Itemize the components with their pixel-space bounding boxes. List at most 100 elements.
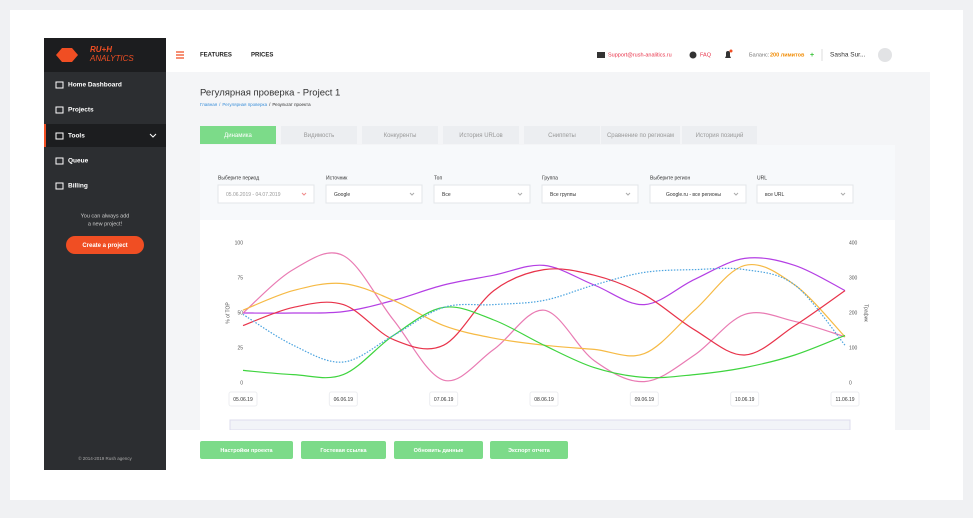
bell-dot xyxy=(729,49,733,53)
filter-value[interactable]: Google.ru - все регионы xyxy=(666,192,721,198)
logo-icon xyxy=(56,48,78,62)
x-tick-label: 08.06.19 xyxy=(534,397,554,403)
filter-input[interactable] xyxy=(325,184,423,204)
y-tick-label: 75 xyxy=(237,275,243,281)
faq-link[interactable]: FAQ xyxy=(700,52,712,58)
menu-icon xyxy=(55,106,64,114)
hint: You can always add xyxy=(81,213,130,219)
hint: a new project! xyxy=(88,221,123,227)
filter-value[interactable]: все URL xyxy=(765,192,784,198)
create-button[interactable] xyxy=(66,236,144,254)
balance-value: 200 лимитов xyxy=(770,52,805,58)
breadcrumb[interactable]: Главная xyxy=(200,102,218,107)
tab-label[interactable]: Сниппеты xyxy=(548,133,576,139)
action-button-label[interactable]: Гостевая ссылка xyxy=(320,448,367,454)
support-link[interactable]: Support@rush-analitics.ru xyxy=(608,52,672,58)
tab[interactable] xyxy=(281,126,357,144)
menu-item[interactable]: Projects xyxy=(68,107,94,114)
menu-icon xyxy=(55,132,64,140)
avatar[interactable] xyxy=(878,48,892,62)
bell-icon[interactable] xyxy=(725,51,731,58)
action-button-label[interactable]: Обновить данные xyxy=(414,447,464,454)
filter-value[interactable]: 05.06.2019 - 04.07.2019 xyxy=(226,192,281,198)
filter-input[interactable] xyxy=(217,184,315,204)
action-button[interactable] xyxy=(200,441,293,459)
mail-icon xyxy=(597,52,605,58)
filter-label: Выберите регион xyxy=(650,175,690,181)
tab[interactable] xyxy=(200,126,276,144)
x-tick-box xyxy=(529,391,559,407)
create-button-label[interactable]: Create a project xyxy=(82,243,127,249)
footer: © 2014-2019 Rush agency xyxy=(78,455,132,461)
balance-label: Баланс: xyxy=(749,52,770,58)
dropdown-arrow xyxy=(840,192,846,196)
filter-value[interactable]: Google xyxy=(334,192,350,198)
dropdown-arrow xyxy=(409,192,415,196)
tab[interactable] xyxy=(682,126,757,144)
breadcrumb[interactable]: / xyxy=(219,102,221,107)
filter-label: Источник xyxy=(326,175,348,181)
filter-input[interactable] xyxy=(649,184,747,204)
action-button-label[interactable]: Экспорт отчета xyxy=(508,448,551,454)
tab-label[interactable]: Сравнение по регионам xyxy=(607,133,674,139)
x-tick-label: 05.06.19 xyxy=(233,397,253,403)
filters-panel xyxy=(200,145,895,220)
tab[interactable] xyxy=(443,126,519,144)
filter-label: Топ xyxy=(434,175,442,181)
y-tick-label: 100 xyxy=(235,240,244,246)
x-tick-box xyxy=(429,391,459,407)
x-tick-label: 09.06.19 xyxy=(635,397,655,403)
y-tick-label: 50 xyxy=(237,310,243,316)
x-tick-label: 07.06.19 xyxy=(434,397,454,403)
filter-label: Группа xyxy=(542,175,558,181)
menu-item[interactable]: Tools xyxy=(68,133,85,140)
action-button[interactable] xyxy=(490,441,568,459)
y2-tick-label: 300 xyxy=(849,275,858,281)
breadcrumb[interactable]: Регулярная проверка xyxy=(222,102,267,107)
dropdown-arrow xyxy=(625,192,631,196)
series-line xyxy=(242,268,846,356)
series-line xyxy=(242,252,846,383)
dropdown-arrow xyxy=(517,192,523,196)
series-line xyxy=(242,267,846,363)
filter-value[interactable]: Все xyxy=(442,192,451,198)
menu-item[interactable]: Home Dashboard xyxy=(68,82,122,89)
action-button[interactable] xyxy=(394,441,483,459)
y2-tick-label: 100 xyxy=(849,345,858,351)
action-button-label[interactable]: Настройки проекта xyxy=(220,447,273,454)
filter-value[interactable]: Все группы xyxy=(550,192,576,198)
x-tick-label: 06.06.19 xyxy=(334,397,354,403)
tab[interactable] xyxy=(362,126,438,144)
menu-item[interactable]: Billing xyxy=(68,183,88,190)
navigator xyxy=(229,419,851,431)
user-name[interactable]: Sasha Sur... xyxy=(830,52,866,59)
y2-tick-label: 200 xyxy=(849,310,858,316)
nav-link[interactable]: PRICES xyxy=(251,53,273,59)
y2-tick-label: 0 xyxy=(849,380,852,386)
tab-label[interactable]: История позиций xyxy=(696,132,744,139)
series-line xyxy=(242,306,846,379)
balance-add[interactable]: + xyxy=(810,52,814,59)
active-marker xyxy=(44,124,46,147)
filter-input[interactable] xyxy=(541,184,639,204)
x-tick-label: 11.06.19 xyxy=(835,397,854,403)
filter-input[interactable] xyxy=(433,184,531,204)
tab[interactable] xyxy=(524,126,600,144)
globe-icon xyxy=(689,51,697,59)
tab[interactable] xyxy=(601,126,680,144)
tab-label[interactable]: История URLов xyxy=(459,133,502,139)
menu-item[interactable]: Queue xyxy=(68,158,89,165)
tab-label[interactable]: Конкуренты xyxy=(384,133,417,139)
series-line xyxy=(242,263,846,357)
action-button[interactable] xyxy=(301,441,386,459)
tab-label[interactable]: Динамика xyxy=(224,133,252,139)
filter-input[interactable] xyxy=(756,184,854,204)
page-title: Регулярная проверка - Project 1 xyxy=(200,88,340,99)
hamburger[interactable] xyxy=(176,51,184,59)
x-tick-box xyxy=(830,391,860,407)
y2-axis-label: Трафик xyxy=(863,304,869,322)
nav-link[interactable]: FEATURES xyxy=(200,53,232,59)
tab-label[interactable]: Видимость xyxy=(304,133,335,139)
filter-label: Выберите период xyxy=(218,175,259,181)
